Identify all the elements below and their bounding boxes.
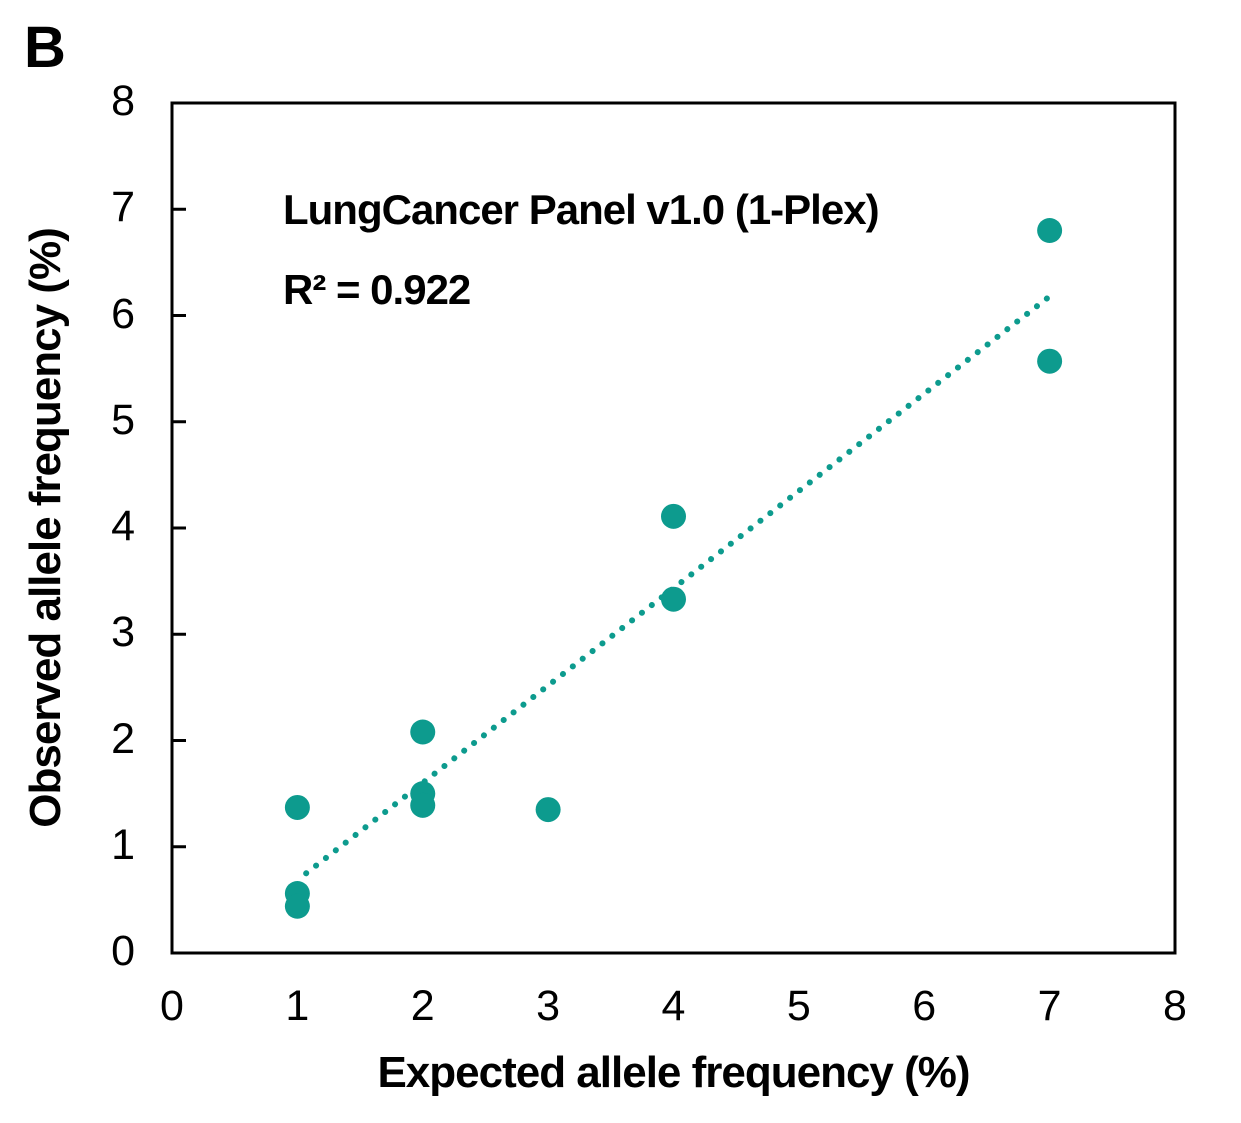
- data-point: [661, 503, 686, 529]
- data-point: [1037, 218, 1063, 243]
- y-tick-label: 5: [111, 395, 135, 444]
- data-point: [284, 893, 310, 919]
- data-point: [535, 797, 561, 823]
- y-tick-label: 3: [111, 608, 135, 657]
- x-axis-title: Expected allele frequency (%): [377, 1048, 970, 1097]
- x-tick-label: 4: [661, 982, 686, 1030]
- x-tick-label: 1: [285, 982, 310, 1030]
- y-tick-label: 8: [111, 77, 135, 125]
- y-tick-label: 2: [111, 714, 135, 763]
- data-point: [410, 719, 436, 745]
- y-tick-label: 0: [111, 927, 135, 975]
- x-tick-label: 6: [912, 982, 937, 1030]
- x-tick-label: 8: [1163, 982, 1187, 1030]
- data-point: [410, 792, 436, 818]
- data-point: [661, 586, 686, 612]
- y-tick-label: 1: [111, 820, 135, 869]
- x-tick-label: 3: [536, 982, 561, 1030]
- x-tick-label: 2: [410, 982, 435, 1030]
- y-tick-label: 4: [111, 502, 135, 550]
- y-tick-label: 6: [111, 289, 135, 338]
- data-point: [1037, 348, 1063, 374]
- data-point: [284, 794, 310, 820]
- chart-title: LungCancer Panel v1.0 (1-Plex): [283, 186, 880, 233]
- r-squared-label: R² = 0.922: [283, 266, 471, 313]
- x-tick-label: 0: [160, 982, 184, 1030]
- x-tick-label: 5: [786, 982, 811, 1030]
- y-tick-label: 7: [111, 183, 135, 232]
- panel-label: B: [24, 15, 66, 80]
- x-tick-label: 7: [1037, 982, 1062, 1030]
